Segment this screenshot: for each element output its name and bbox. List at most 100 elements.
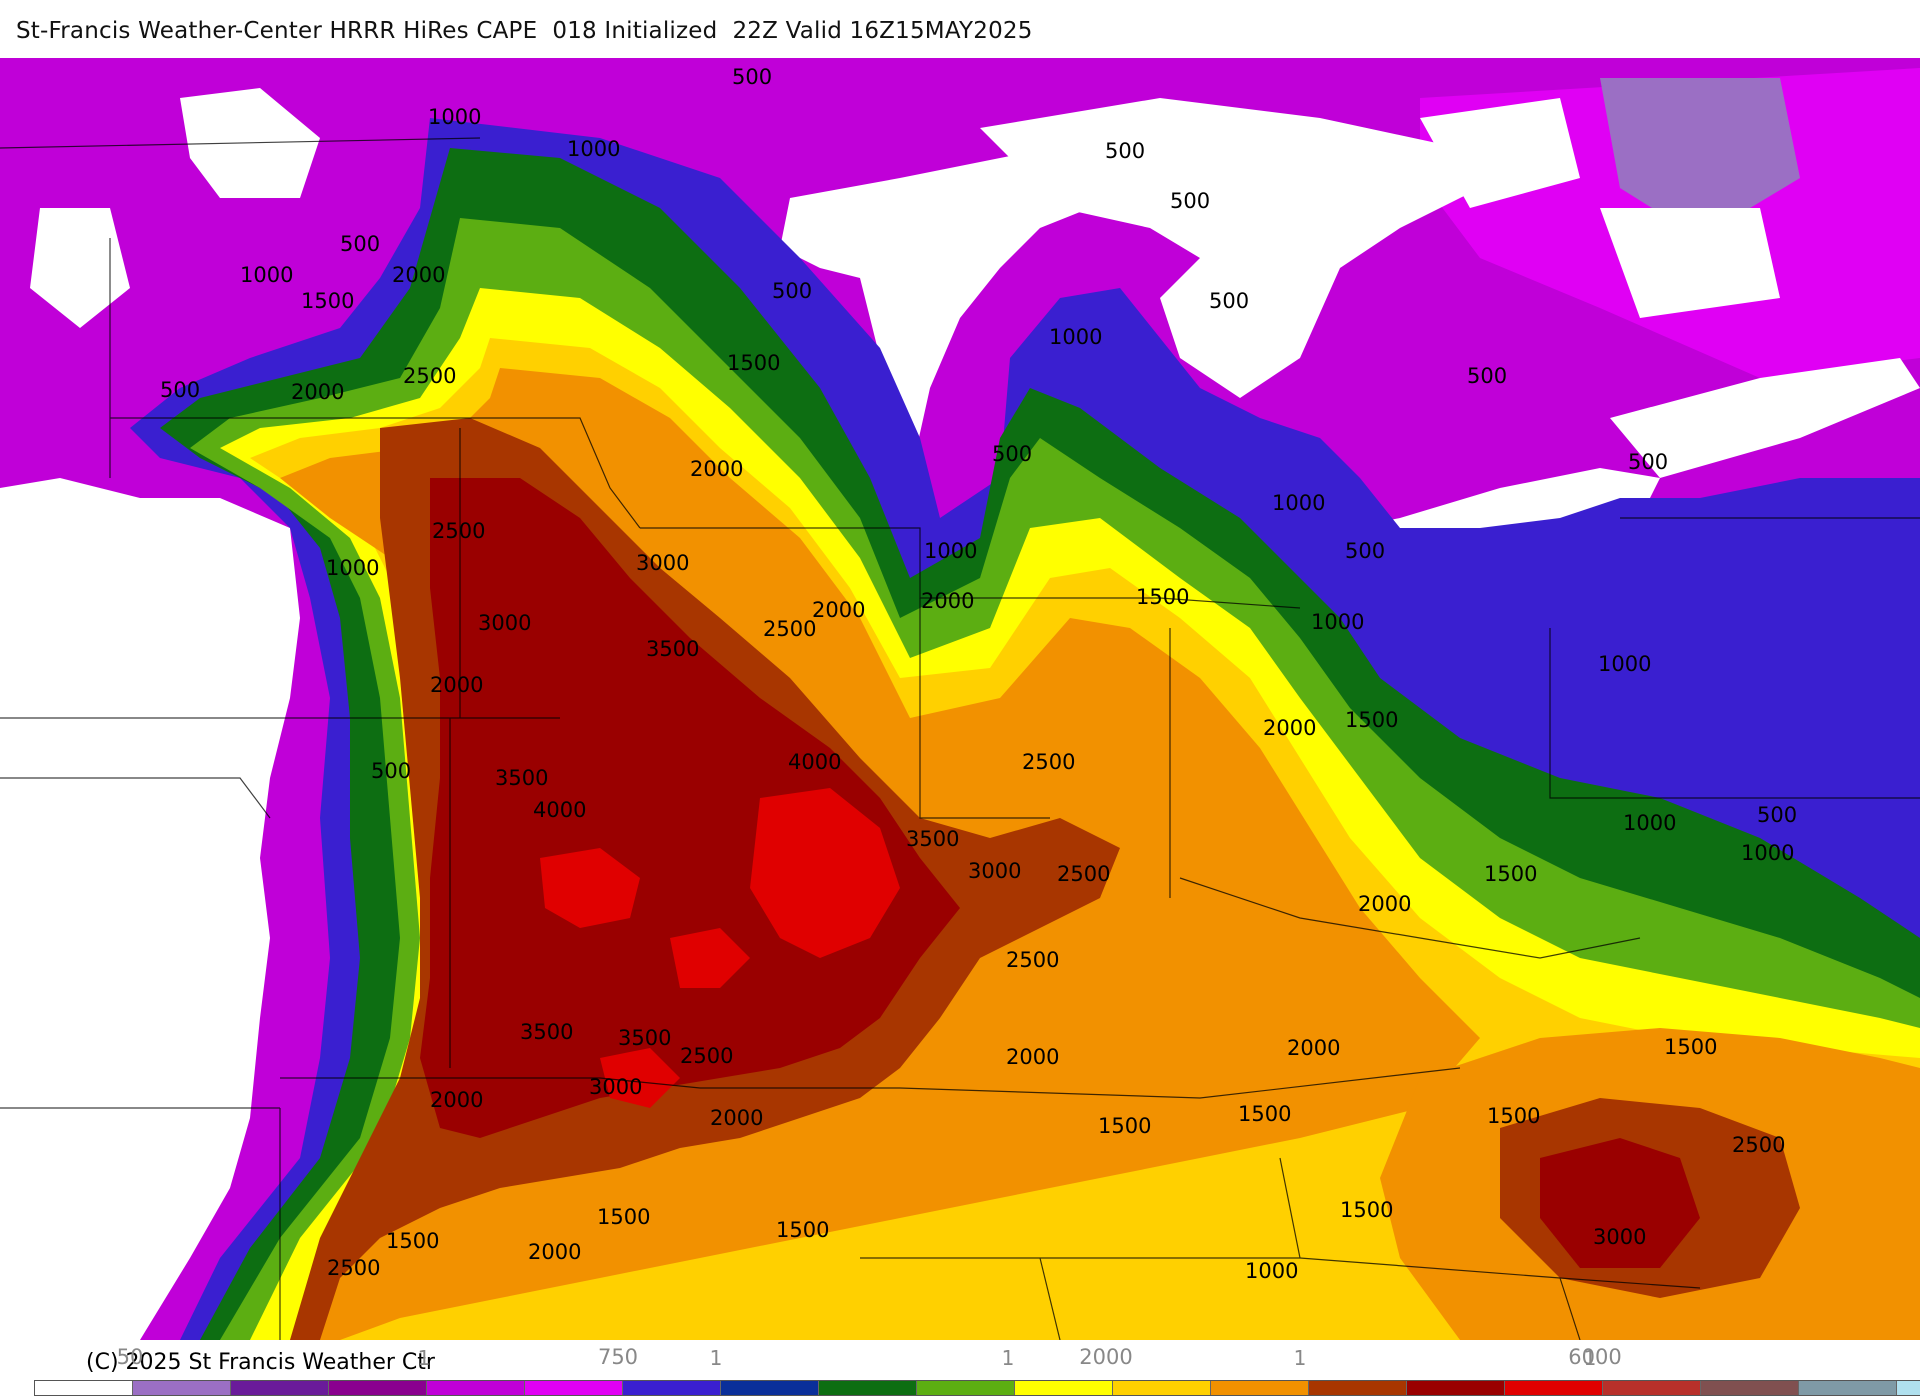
contour-label: 500 [1467, 364, 1507, 388]
contour-label: 2500 [1022, 750, 1075, 774]
contour-label: 2000 [1358, 892, 1411, 916]
contour-label: 1000 [1598, 652, 1651, 676]
contour-label: 500 [160, 378, 200, 402]
colorbar-tick: 50 [116, 1345, 144, 1369]
contour-label: 1500 [1487, 1104, 1540, 1128]
colorbar-swatch [35, 1381, 132, 1395]
contour-label: 500 [1757, 803, 1797, 827]
contour-label: 3500 [906, 827, 959, 851]
contour-label: 1000 [1049, 325, 1102, 349]
contour-label: 2000 [812, 598, 865, 622]
contour-label: 1500 [727, 351, 780, 375]
cape-map: 500 1000 1000 500 500 500 500 1000 500 1… [0, 58, 1920, 1340]
colorbar-minor-tick: 1 [1293, 1346, 1307, 1370]
contour-label: 1500 [597, 1205, 650, 1229]
contour-label: 2500 [1732, 1133, 1785, 1157]
contour-label: 1000 [1741, 841, 1794, 865]
contour-label: 500 [1209, 289, 1249, 313]
contour-label: 1500 [1345, 708, 1398, 732]
contour-label: 500 [1105, 139, 1145, 163]
contour-label: 1500 [1136, 585, 1189, 609]
colorbar-swatch [1210, 1381, 1308, 1395]
colorbar-swatch [1014, 1381, 1112, 1395]
colorbar-minor-tick: 1 [1583, 1346, 1597, 1370]
contour-label: 2000 [430, 673, 483, 697]
contour-label: 1500 [1340, 1198, 1393, 1222]
contour-label: 3000 [636, 551, 689, 575]
contour-label: 2000 [710, 1106, 763, 1130]
contour-label: 2500 [1057, 862, 1110, 886]
lake-ontario [1610, 358, 1920, 478]
contour-label: 2000 [430, 1088, 483, 1112]
contour-label: 3000 [589, 1075, 642, 1099]
contour-label: 500 [732, 65, 772, 89]
colorbar-swatch [1896, 1381, 1920, 1395]
colorbar-minor-tick: 1 [709, 1346, 723, 1370]
contour-label: 1500 [1098, 1114, 1151, 1138]
contour-labels: 500 1000 1000 500 500 500 500 1000 500 1… [160, 65, 1797, 1283]
colorbar-swatch [1602, 1381, 1700, 1395]
contour-label: 1500 [1238, 1102, 1291, 1126]
map-title: St-Francis Weather-Center HRRR HiRes CAP… [16, 18, 1033, 44]
colorbar-swatch [524, 1381, 622, 1395]
colorbar-swatch [426, 1381, 524, 1395]
contour-label: 4000 [788, 750, 841, 774]
colorbar-swatch [328, 1381, 426, 1395]
contour-label: 1000 [924, 539, 977, 563]
contour-label: 1000 [1245, 1259, 1298, 1283]
contour-label: 1500 [301, 289, 354, 313]
colorbar-swatch [132, 1381, 230, 1395]
colorbar-tick: 750 [597, 1345, 639, 1369]
contour-label: 2500 [432, 519, 485, 543]
colorbar-swatch [1308, 1381, 1406, 1395]
contour-label: 2000 [921, 589, 974, 613]
contour-label: 3500 [495, 766, 548, 790]
contour-label: 2000 [690, 457, 743, 481]
colorbar [34, 1380, 1920, 1396]
contour-label: 1500 [386, 1229, 439, 1253]
contour-label: 3500 [646, 637, 699, 661]
contour-label: 500 [772, 279, 812, 303]
colorbar-swatch [1406, 1381, 1504, 1395]
colorbar-swatch [230, 1381, 328, 1395]
colorbar-minor-tick: 1 [417, 1346, 431, 1370]
colorbar-swatch [1112, 1381, 1210, 1395]
contour-label: 500 [340, 232, 380, 256]
contour-label: 2000 [1263, 716, 1316, 740]
contour-label: 4000 [533, 798, 586, 822]
contour-label: 500 [992, 442, 1032, 466]
contour-label: 3000 [968, 859, 1021, 883]
contour-label: 500 [1628, 450, 1668, 474]
cape-map-svg: 500 1000 1000 500 500 500 500 1000 500 1… [0, 58, 1920, 1340]
contour-label: 1000 [326, 556, 379, 580]
state-borders [0, 137, 1920, 1340]
colorbar-swatch [1504, 1381, 1602, 1395]
colorbar-swatch [622, 1381, 720, 1395]
contour-label: 3500 [520, 1020, 573, 1044]
contour-label: 1500 [1484, 862, 1537, 886]
contour-label: 1000 [1311, 610, 1364, 634]
colorbar-tick: 6000 [1568, 1345, 1622, 1369]
contour-label: 2500 [327, 1256, 380, 1280]
contour-label: 1000 [1272, 491, 1325, 515]
contour-label: 2000 [291, 380, 344, 404]
contour-label: 2000 [1006, 1045, 1059, 1069]
contour-label: 2500 [1006, 948, 1059, 972]
contour-label: 500 [371, 759, 411, 783]
contour-label: 1500 [776, 1218, 829, 1242]
contour-label: 2000 [528, 1240, 581, 1264]
contour-label: 3000 [478, 611, 531, 635]
colorbar-swatch [818, 1381, 916, 1395]
contour-label: 1000 [1623, 811, 1676, 835]
contour-label: 1500 [1664, 1035, 1717, 1059]
contour-label: 2500 [763, 617, 816, 641]
colorbar-swatch [916, 1381, 1014, 1395]
contour-label: 1000 [428, 105, 481, 129]
contour-label: 2000 [1287, 1036, 1340, 1060]
contour-label: 3500 [618, 1026, 671, 1050]
contour-label: 3000 [1593, 1225, 1646, 1249]
colorbar-minor-tick: 1 [1001, 1346, 1015, 1370]
colorbar-tick: 2000 [1079, 1345, 1133, 1369]
colorbar-swatch [1700, 1381, 1798, 1395]
contour-label: 1000 [240, 263, 293, 287]
